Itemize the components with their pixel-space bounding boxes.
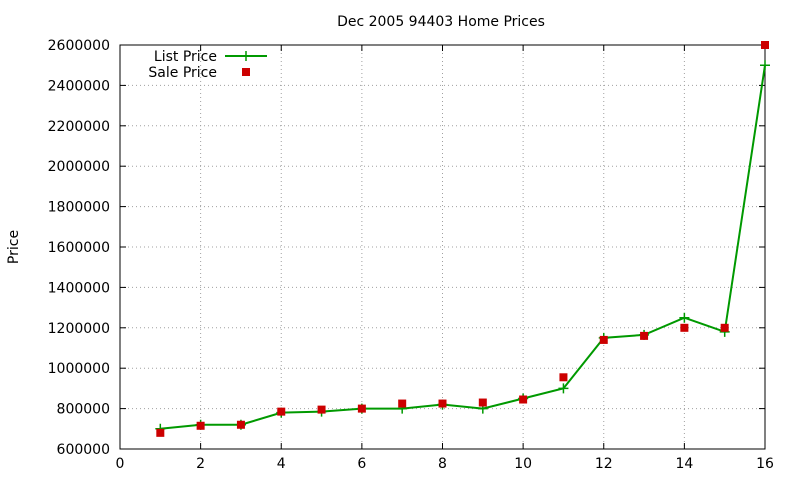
x-tick-label: 4 (277, 456, 286, 472)
sale-price-point (196, 421, 205, 430)
list-price-point (558, 383, 569, 394)
series (155, 41, 770, 437)
y-tick-label: 1400000 (48, 280, 110, 296)
y-tick-label: 2600000 (48, 38, 110, 54)
legend: List Price Sale Price (148, 49, 267, 81)
sale-price-point (599, 335, 608, 344)
legend-marker-list-price (241, 51, 251, 61)
sale-price-point (640, 331, 649, 340)
x-tick-label: 0 (116, 456, 125, 472)
grid (120, 45, 765, 449)
axis-ticks: 600000 800000 1000000 1200000 1400000 1600000… (48, 38, 774, 472)
sale-price-point (720, 323, 729, 332)
y-tick-label: 1000000 (48, 361, 110, 377)
y-tick-label: 2200000 (48, 119, 110, 135)
sale-price-point (236, 420, 245, 429)
legend-marker-sale-price (242, 68, 250, 76)
legend-symbol-list-price (225, 51, 267, 61)
x-tick-label: 12 (595, 456, 613, 472)
sale-price-point (478, 398, 487, 407)
y-tick-label: 2000000 (48, 159, 110, 175)
x-tick-label: 14 (675, 456, 693, 472)
y-tick-label: 2400000 (48, 78, 110, 94)
sale-price-point (156, 428, 165, 437)
sale-price-point (559, 373, 568, 382)
sale-price-point (438, 399, 447, 408)
legend-symbol-sale-price (242, 68, 250, 76)
legend-label-list-price: List Price (154, 49, 217, 65)
x-tick-label: 2 (196, 456, 205, 472)
x-tick-label: 6 (357, 456, 366, 472)
sale-price-point (519, 395, 528, 404)
y-tick-label: 1600000 (48, 240, 110, 256)
sale-price-point (680, 323, 689, 332)
x-tick-label: 8 (438, 456, 447, 472)
y-tick-label: 600000 (57, 442, 110, 458)
y-axis-label: Price (6, 230, 22, 264)
sale-price-point (761, 41, 769, 49)
chart-title: Dec 2005 94403 Home Prices (337, 14, 545, 30)
sale-price-point (398, 399, 407, 408)
y-tick-label: 800000 (57, 402, 110, 418)
legend-label-sale-price: Sale Price (148, 65, 217, 81)
list-price-point (760, 60, 770, 71)
y-tick-label: 1200000 (48, 321, 110, 337)
list-price-line (160, 65, 766, 430)
list-price-point (679, 312, 690, 323)
sale-price-point (357, 404, 366, 413)
sale-price-point (277, 407, 286, 416)
sale-price-point (317, 405, 326, 414)
y-tick-label: 1800000 (48, 200, 110, 216)
x-tick-label: 10 (514, 456, 532, 472)
x-tick-label: 16 (756, 456, 774, 472)
